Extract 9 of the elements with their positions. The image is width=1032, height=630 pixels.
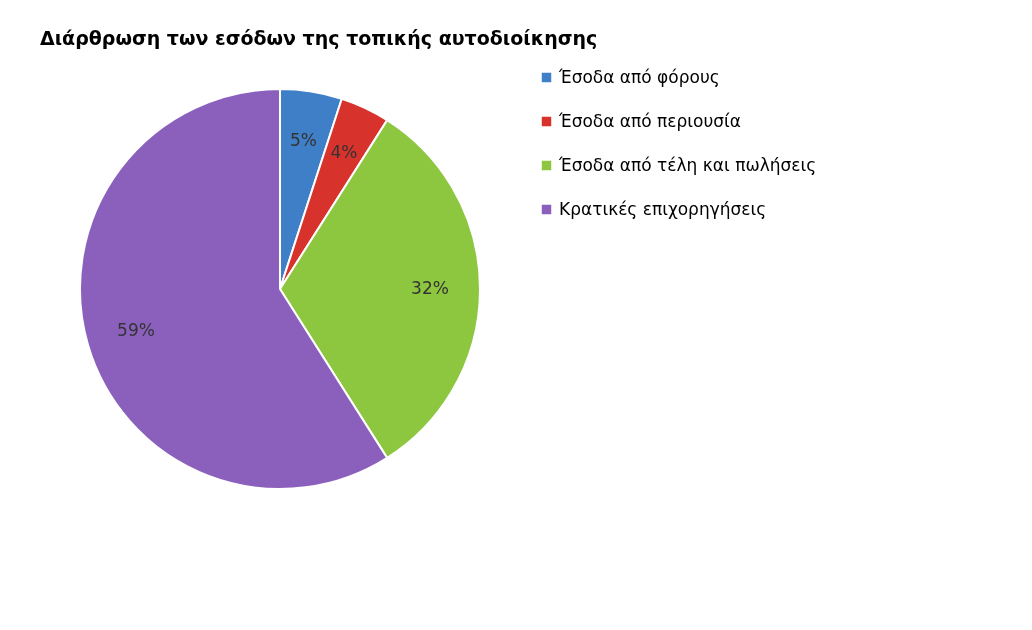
data-label: 59%	[117, 319, 155, 340]
chart-title: Διάρθρωση των εσόδων της τοπικής αυτοδιοίκησης	[40, 27, 598, 49]
legend-label: Έσοδα από περιουσία	[558, 110, 742, 131]
legend-label: Έσοδα από φόρους	[558, 66, 720, 87]
legend-label: Κρατικές επιχορηγήσεις	[559, 198, 767, 219]
data-label: 5%	[289, 129, 317, 150]
legend-label: Έσοδα από τέλη και πωλήσεις	[558, 154, 817, 175]
data-label: 32%	[411, 278, 449, 298]
data-label: 4%	[330, 142, 358, 163]
